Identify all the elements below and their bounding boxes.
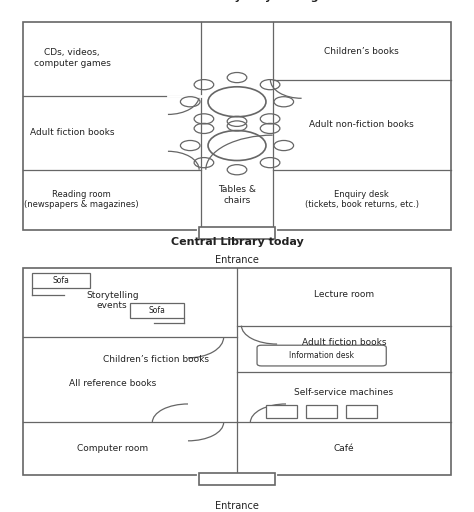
Bar: [346, 405, 377, 418]
Bar: [306, 405, 337, 418]
Text: Adult non-fiction books: Adult non-fiction books: [310, 120, 414, 130]
Text: Adult fiction books: Adult fiction books: [30, 129, 114, 137]
Bar: [266, 405, 297, 418]
Text: Children’s fiction books: Children’s fiction books: [103, 354, 210, 364]
Text: Sofa: Sofa: [148, 306, 165, 315]
Text: All reference books: All reference books: [69, 379, 156, 388]
Text: Self-service machines: Self-service machines: [294, 388, 393, 397]
Text: Children’s books: Children’s books: [324, 47, 399, 56]
Text: Entrance: Entrance: [215, 501, 259, 511]
Text: Storytelling
events: Storytelling events: [86, 291, 138, 310]
Text: Information desk: Information desk: [289, 351, 354, 360]
FancyBboxPatch shape: [257, 345, 386, 366]
Text: Adult fiction books: Adult fiction books: [301, 338, 386, 348]
Text: Reading room
(newspapers & magazines): Reading room (newspapers & magazines): [24, 190, 138, 209]
Text: Tables &
chairs: Tables & chairs: [218, 185, 256, 205]
Text: Central Library today: Central Library today: [171, 237, 303, 247]
Text: Sofa: Sofa: [53, 275, 70, 285]
Bar: [32, 272, 90, 288]
Text: CDs, videos,
computer games: CDs, videos, computer games: [34, 48, 110, 68]
Bar: [130, 303, 183, 317]
Bar: [199, 227, 275, 239]
Text: Entrance: Entrance: [215, 255, 259, 265]
Text: Enquiry desk
(tickets, book returns, etc.): Enquiry desk (tickets, book returns, etc…: [305, 190, 419, 209]
Text: Central Library 20 years ago: Central Library 20 years ago: [148, 0, 326, 2]
Bar: [199, 473, 275, 484]
Text: Café: Café: [334, 444, 354, 454]
Text: Lecture room: Lecture room: [314, 290, 374, 299]
Text: Computer room: Computer room: [77, 444, 148, 454]
